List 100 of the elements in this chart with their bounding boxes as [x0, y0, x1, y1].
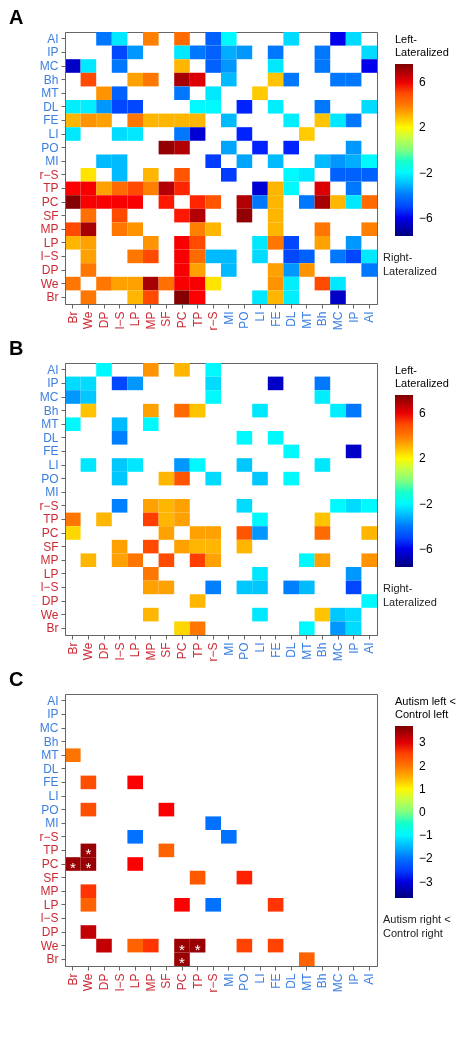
- color-bar-title: Left-Lateralized: [395, 364, 449, 389]
- y-tick-label: TP: [43, 512, 59, 527]
- color-bar-label: −6: [419, 541, 434, 556]
- y-tick-label: MC: [39, 59, 59, 73]
- y-tick-label: MP: [40, 222, 59, 237]
- y-tick-label: r−S: [39, 167, 59, 182]
- y-tick-label: Bh: [43, 403, 59, 418]
- x-tick-label: MI: [221, 311, 236, 325]
- x-tick-label: SF: [159, 311, 174, 327]
- x-tick-label: FE: [268, 642, 283, 658]
- x-tick-label: r−S: [206, 973, 221, 993]
- x-tick-label: l−S: [112, 973, 127, 992]
- color-bar-label: 0: [419, 805, 426, 819]
- y-tick-label: DP: [41, 263, 59, 277]
- y-tick-label: TP: [43, 843, 59, 858]
- y-tick-label: SF: [43, 870, 59, 885]
- y-tick-label: PC: [41, 195, 59, 209]
- y-tick-label: MT: [41, 86, 60, 101]
- x-tick-label: IP: [346, 311, 361, 323]
- color-bar-label: 1: [419, 781, 426, 796]
- x-tick-label: LI: [253, 973, 267, 984]
- color-bar-label: 2: [419, 120, 426, 135]
- x-tick-label: DP: [97, 311, 111, 329]
- color-bar-label: −2: [419, 496, 434, 511]
- y-tick-label: DL: [43, 761, 59, 776]
- x-tick-label: MC: [331, 311, 345, 331]
- color-bar-label: 6: [419, 75, 426, 90]
- x-tick-label: LP: [128, 642, 143, 658]
- x-tick-label: FE: [268, 311, 283, 327]
- chart-title: A: [8, 6, 24, 28]
- text: Right-Lateralized: [383, 251, 437, 277]
- x-tick-label: MI: [221, 973, 236, 987]
- color-bar-label: −3: [419, 874, 434, 889]
- color-bar-title: Left-Lateralized: [395, 33, 449, 58]
- y-tick-label: Br: [46, 290, 59, 305]
- y-tick-label: MI: [45, 485, 59, 500]
- x-tick-label: PC: [175, 311, 189, 329]
- y-tick-label: We: [40, 276, 59, 291]
- x-tick-label: IP: [346, 642, 361, 654]
- x-tick-label: r−S: [206, 311, 221, 331]
- x-tick-label: SF: [159, 973, 174, 989]
- x-tick-label: PO: [237, 311, 252, 329]
- y-tick-label: AI: [47, 362, 59, 377]
- text: Autism right < Control right: [383, 913, 451, 939]
- y-tick-label: LP: [43, 897, 59, 912]
- y-tick-label: TP: [43, 181, 59, 196]
- x-tick-label: l−S: [112, 311, 127, 330]
- y-tick-label: AI: [47, 693, 59, 708]
- y-tick-label: AI: [47, 31, 59, 46]
- color-bar-label: 2: [419, 758, 426, 773]
- x-tick-label: AI: [362, 311, 377, 323]
- x-tick-label: Br: [65, 642, 80, 655]
- x-tick-label: We: [81, 642, 96, 661]
- x-tick-label: DP: [97, 973, 111, 991]
- y-tick-label: DP: [41, 594, 59, 608]
- y-tick-label: PO: [41, 140, 59, 155]
- x-tick-label: l−S: [112, 642, 127, 661]
- y-tick-label: We: [40, 607, 59, 622]
- y-tick-label: Bh: [43, 72, 59, 87]
- x-tick-label: MP: [143, 311, 158, 330]
- x-tick-label: LP: [128, 973, 143, 989]
- data-label: *: [69, 859, 76, 876]
- x-tick-label: PO: [237, 973, 252, 991]
- x-tick-label: MT: [299, 972, 314, 991]
- color-bar-label: −1: [419, 828, 434, 843]
- x-tick-label: DL: [284, 311, 299, 327]
- color-bar-label: −2: [419, 851, 434, 866]
- x-tick-label: We: [81, 973, 96, 992]
- y-tick-label: r−S: [39, 829, 59, 844]
- x-tick-label: Br: [65, 973, 80, 986]
- y-tick-label: DL: [43, 430, 59, 445]
- x-tick-label: Bh: [315, 311, 330, 327]
- y-tick-label: SF: [43, 208, 59, 223]
- y-tick-label: MI: [45, 816, 59, 831]
- x-tick-label: PC: [175, 973, 189, 991]
- x-tick-label: LP: [128, 311, 143, 327]
- x-tick-label: FE: [268, 973, 283, 989]
- x-tick-label: TP: [190, 642, 205, 658]
- color-bar-title: Autism left < Control left: [395, 695, 456, 720]
- y-tick-label: DL: [43, 99, 59, 114]
- y-tick-label: Bh: [43, 734, 59, 749]
- y-tick-label: MI: [45, 154, 59, 169]
- x-tick-label: MI: [221, 642, 236, 656]
- x-tick-label: We: [81, 311, 96, 330]
- y-tick-label: MP: [40, 884, 59, 899]
- x-tick-label: SF: [159, 642, 174, 658]
- x-tick-label: Bh: [315, 973, 330, 989]
- y-tick-label: DP: [41, 925, 59, 939]
- y-tick-label: LI: [48, 789, 59, 803]
- color-bar-label: 6: [419, 406, 426, 421]
- y-tick-label: l−S: [40, 249, 59, 264]
- color-bar-label: −6: [419, 210, 434, 225]
- y-tick-label: FE: [43, 113, 59, 128]
- y-tick-label: Br: [46, 621, 59, 636]
- y-tick-label: PO: [41, 802, 59, 817]
- x-tick-label: TP: [190, 311, 205, 327]
- y-tick-label: LP: [43, 235, 59, 250]
- x-tick-label: Bh: [315, 642, 330, 658]
- x-tick-label: LI: [253, 311, 267, 322]
- x-tick-label: MP: [143, 642, 158, 661]
